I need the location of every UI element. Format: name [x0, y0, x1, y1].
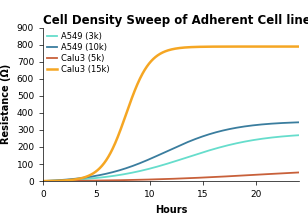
A549 (3k) [41, 180, 45, 182]
Calu3 (5k) [107, 179, 111, 182]
A549 (10k) [157, 154, 161, 156]
Calu3 (15k) [107, 155, 111, 157]
Calu3 (5k) [234, 175, 237, 177]
A549 (3k) [212, 148, 216, 150]
A549 (3k) [234, 142, 237, 145]
Calu3 (5k) [41, 180, 45, 182]
Legend: A549 (3k), A549 (10k), Calu3 (5k), Calu3 (15k): A549 (3k), A549 (10k), Calu3 (5k), Calu3… [46, 30, 111, 76]
A549 (10k) [212, 132, 216, 134]
Calu3 (5k) [297, 171, 301, 174]
Y-axis label: Resistance (Ω): Resistance (Ω) [1, 64, 11, 144]
Calu3 (15k) [87, 175, 90, 177]
Text: Cell Density Sweep of Adherent Cell lines: Cell Density Sweep of Adherent Cell line… [43, 13, 308, 27]
Line: A549 (3k): A549 (3k) [43, 135, 299, 181]
A549 (3k) [192, 154, 196, 157]
Line: Calu3 (15k): Calu3 (15k) [43, 47, 299, 181]
Calu3 (15k) [41, 180, 45, 182]
Line: A549 (10k): A549 (10k) [43, 122, 299, 181]
A549 (3k) [87, 177, 90, 180]
X-axis label: Hours: Hours [155, 205, 187, 213]
Calu3 (15k) [157, 53, 161, 56]
Calu3 (5k) [192, 177, 196, 179]
Calu3 (15k) [212, 45, 216, 48]
A549 (10k) [234, 127, 237, 129]
Calu3 (5k) [157, 178, 161, 181]
A549 (10k) [87, 176, 90, 178]
Calu3 (5k) [87, 179, 90, 182]
A549 (3k) [157, 165, 161, 167]
A549 (3k) [297, 134, 301, 137]
A549 (10k) [192, 138, 196, 141]
Line: Calu3 (5k): Calu3 (5k) [43, 173, 299, 181]
A549 (3k) [107, 175, 111, 178]
A549 (10k) [41, 180, 45, 182]
Calu3 (15k) [234, 45, 237, 48]
Calu3 (15k) [297, 45, 301, 48]
A549 (10k) [107, 172, 111, 174]
Calu3 (15k) [192, 46, 196, 48]
A549 (10k) [297, 121, 301, 124]
Calu3 (5k) [212, 176, 216, 178]
